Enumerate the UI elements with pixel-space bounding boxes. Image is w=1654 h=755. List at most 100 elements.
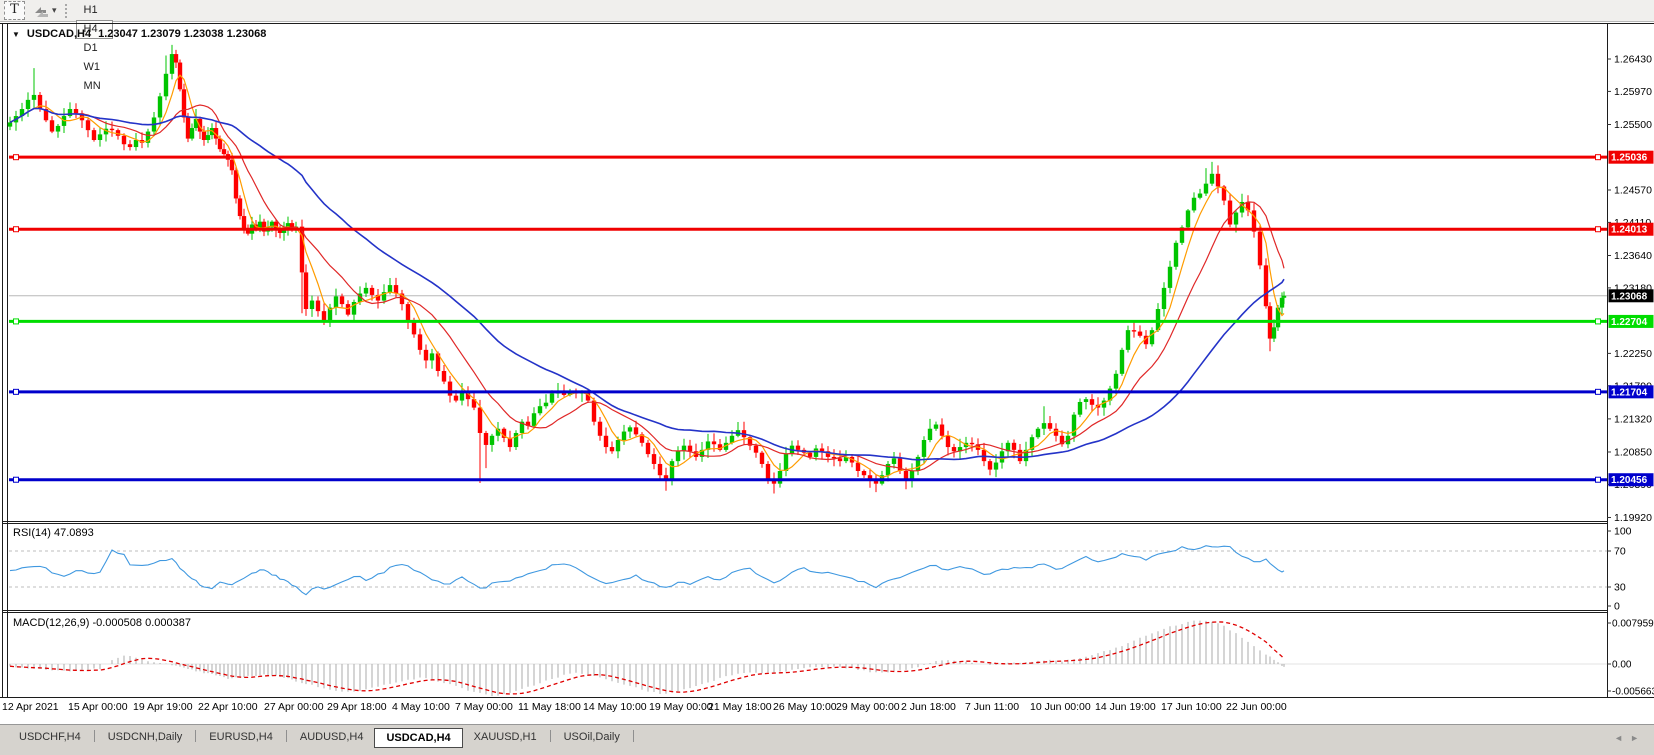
panel-borders [0, 23, 1654, 698]
chart-tab-audusd-h4[interactable]: AUDUSD,H4 [299, 731, 364, 743]
svg-text:1.22704: 1.22704 [1611, 317, 1648, 328]
timeframe-button-mn[interactable]: MN [83, 80, 101, 92]
svg-text:0: 0 [1614, 601, 1620, 613]
line-handle[interactable] [1595, 226, 1601, 233]
text-tool-button[interactable]: T [4, 1, 25, 20]
price-chip: 1.21704 [1608, 385, 1654, 399]
timeframe-button-w1[interactable]: W1 [83, 61, 101, 73]
svg-text:1.22250: 1.22250 [1614, 348, 1652, 360]
tab-separator [195, 730, 197, 742]
timeframe-button-d1[interactable]: D1 [83, 42, 98, 54]
line-handle[interactable] [13, 226, 19, 233]
ma-slow-line [9, 107, 1285, 461]
line-handle[interactable] [13, 154, 19, 161]
price-chart[interactable]: 1.264301.259701.255001.245701.241101.236… [0, 23, 1654, 699]
price-chip: 1.22704 [1608, 314, 1654, 328]
time-axis-label: 29 May 00:00 [836, 701, 900, 713]
timeframe-button-h1[interactable]: H1 [83, 4, 98, 16]
timeframe-button-h4[interactable]: H4 [75, 20, 113, 39]
time-axis-label: 21 May 18:00 [708, 701, 772, 713]
line-handle[interactable] [13, 476, 19, 483]
line-handle[interactable] [1595, 154, 1601, 161]
time-axis-label: 14 Jun 19:00 [1095, 701, 1156, 713]
svg-text:-0.005663: -0.005663 [1612, 687, 1654, 698]
tab-separator [93, 730, 95, 742]
time-axis-label: 22 Apr 10:00 [198, 701, 258, 713]
svg-text:0.007959: 0.007959 [1612, 619, 1654, 630]
svg-text:1.20850: 1.20850 [1614, 446, 1652, 458]
timeframe-toolbar: M1M5M15M30H1H4D1W1MN [75, 0, 114, 96]
macd-panel: 0.007959 0.00 -0.005663 [9, 619, 1654, 698]
rsi-panel: 100 70 30 0 [9, 526, 1632, 613]
price-chip: 1.23068 [1608, 289, 1654, 303]
price-chip: 1.25036 [1608, 150, 1654, 164]
time-axis: 12 Apr 2021 15 Apr 00:00 19 Apr 19:00 22 Ap… [0, 701, 1654, 716]
svg-text:1.26430: 1.26430 [1614, 54, 1652, 66]
time-axis-label: 2 Jun 18:00 [901, 701, 956, 713]
chart-symbol-label: USDCAD,H4 [26, 28, 92, 40]
chart-tabs: USDCHF,H4 USDCNH,Daily EURUSD,H4 AUDUSD,H4 U… [8, 728, 636, 748]
time-axis-label: 26 May 10:00 [773, 701, 837, 713]
chart-title: ▼ USDCAD,H4 1.23047 1.23079 1.23038 1.23… [12, 28, 266, 40]
scroll-left-icon[interactable]: ◄ [1614, 733, 1631, 743]
svg-text:1.25970: 1.25970 [1614, 86, 1652, 98]
chart-tab-usdcnh-daily[interactable]: USDCNH,Daily [107, 731, 183, 743]
svg-text:30: 30 [1614, 582, 1626, 594]
svg-text:1.21320: 1.21320 [1614, 413, 1652, 425]
toolbar: T ▾ M1M5M15M30H1H4D1W1MN [0, 0, 1654, 92]
tab-separator [285, 730, 287, 742]
svg-text:1.25500: 1.25500 [1614, 119, 1652, 131]
svg-text:1.23068: 1.23068 [1611, 291, 1648, 302]
time-axis-label: 19 May 00:00 [649, 701, 713, 713]
price-chip: 1.20456 [1608, 473, 1654, 487]
chart-tab-usdcad-h4[interactable]: USDCAD,H4 [374, 728, 463, 748]
rsi-indicator-label: RSI(14) 47.0893 [13, 527, 94, 539]
macd-signal-line [9, 621, 1285, 695]
macd-indicator-label: MACD(12,26,9) -0.000508 0.000387 [13, 617, 191, 629]
tab-separator [632, 730, 634, 742]
ma-mid-line [9, 104, 1285, 472]
svg-text:1.20456: 1.20456 [1611, 475, 1648, 486]
time-axis-label: 7 Jun 11:00 [965, 701, 1020, 713]
price-chip: 1.24013 [1608, 222, 1654, 236]
tab-separator [549, 730, 551, 742]
time-axis-label: 22 Jun 00:00 [1226, 701, 1287, 713]
line-handle[interactable] [1595, 318, 1601, 325]
chart-window[interactable]: 1.264301.259701.255001.245701.241101.236… [0, 23, 1654, 699]
time-axis-label: 12 Apr 2021 [2, 701, 59, 713]
svg-text:1.25036: 1.25036 [1611, 153, 1648, 164]
time-axis-label: 11 May 18:00 [518, 701, 581, 713]
rsi-line [9, 545, 1285, 596]
chevron-down-icon[interactable]: ▾ [52, 5, 57, 15]
scroll-right-icon[interactable]: ► [1630, 733, 1646, 743]
line-handle[interactable] [1595, 476, 1601, 483]
svg-text:1.21704: 1.21704 [1611, 387, 1648, 398]
svg-text:70: 70 [1614, 546, 1626, 558]
time-axis-label: 29 Apr 18:00 [327, 701, 387, 713]
draw-objects-icon[interactable] [31, 3, 51, 19]
time-axis-label: 17 Jun 10:00 [1161, 701, 1222, 713]
level-lines[interactable] [9, 154, 1607, 483]
tab-scroll-arrows[interactable]: ◄► [1614, 733, 1646, 743]
svg-text:1.24570: 1.24570 [1614, 185, 1652, 197]
line-handle[interactable] [13, 318, 19, 325]
chart-menu-triangle-icon[interactable]: ▼ [12, 29, 20, 39]
price-axis: 1.264301.259701.255001.245701.241101.236… [1607, 54, 1652, 524]
ma-fast-line [9, 74, 1285, 478]
time-axis-label: 15 Apr 00:00 [68, 701, 128, 713]
chart-ohlc-label: 1.23047 1.23079 1.23038 1.23068 [98, 28, 267, 40]
time-axis-label: 4 May 10:00 [392, 701, 450, 713]
chart-tab-usoil-daily[interactable]: USOil,Daily [563, 731, 620, 743]
svg-text:0.00: 0.00 [1612, 660, 1632, 671]
svg-text:1.24013: 1.24013 [1611, 225, 1648, 236]
svg-text:1.19920: 1.19920 [1614, 512, 1652, 524]
line-handle[interactable] [13, 388, 19, 395]
svg-text:100: 100 [1614, 526, 1632, 538]
line-handle[interactable] [1595, 388, 1601, 395]
chart-tab-usdchf-h4[interactable]: USDCHF,H4 [19, 731, 81, 743]
chart-tab-bar: USDCHF,H4 USDCNH,Daily EURUSD,H4 AUDUSD,H4 U… [0, 724, 1654, 755]
chart-tab-eurusd-h4[interactable]: EURUSD,H4 [209, 731, 273, 743]
svg-text:1.23640: 1.23640 [1614, 250, 1652, 262]
chart-tab-xauusd-h1[interactable]: XAUUSD,H1 [473, 731, 537, 743]
